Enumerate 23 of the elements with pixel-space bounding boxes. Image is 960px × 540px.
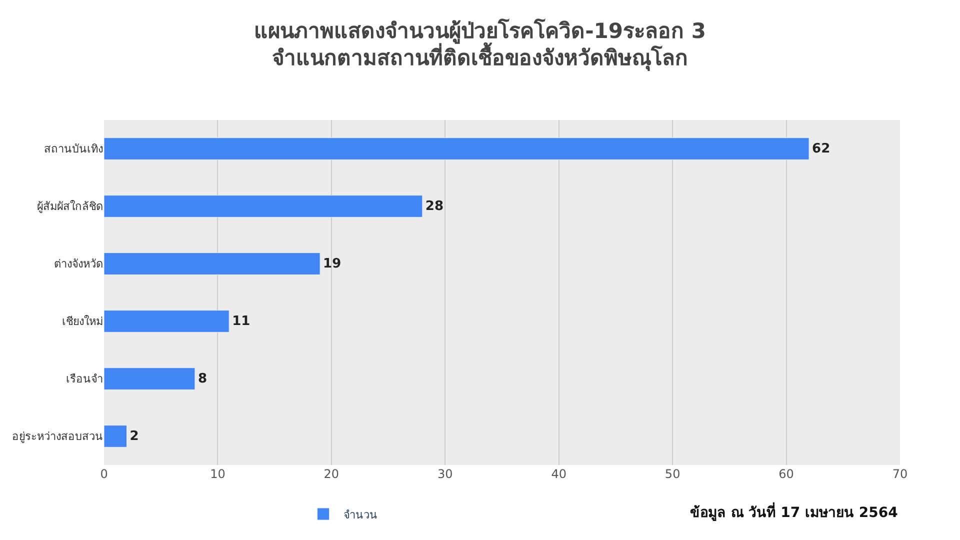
text: ข้อมูล ณ วันที่ 17 เมษายน 2564 [690,502,898,521]
y-tick-label: อยู่ระหว่างสอบสวน [12,430,103,444]
data-label: 19 [323,256,342,272]
data-label: 62 [812,141,830,156]
x-tick-label: 0 [100,467,108,481]
legend-label: จำนวน [343,508,378,522]
x-tick-label: 40 [551,467,566,481]
x-tick-label: 60 [778,467,794,481]
x-tick-label: 10 [210,467,226,481]
data-label: 2 [130,428,139,444]
y-tick-label: ผู้สัมผัสใกล้ชิด [37,200,103,214]
x-tick-label: 50 [664,467,680,481]
chart-title: แผนภาพแสดงจำนวนผู้ป่วยโรคโควิด-19ระลอก 3 จำแนกตามสถานที่ติดเชื้อของจังหวัดพิษณุโลก [254,18,706,72]
x-tick-label: 70 [892,467,908,481]
data-label: 11 [232,314,250,329]
data-label: 8 [198,371,208,386]
y-tick-label: เรือนจำ [66,372,103,386]
y-tick-label: เชียงใหม่ [62,315,103,328]
x-tick-label: 30 [438,467,453,481]
y-tick-label: สถานบันเทิง [44,142,103,156]
x-tick-label: 20 [324,467,340,481]
y-tick-label: ต่างจังหวัด [54,258,103,271]
data-label: 28 [425,198,444,214]
